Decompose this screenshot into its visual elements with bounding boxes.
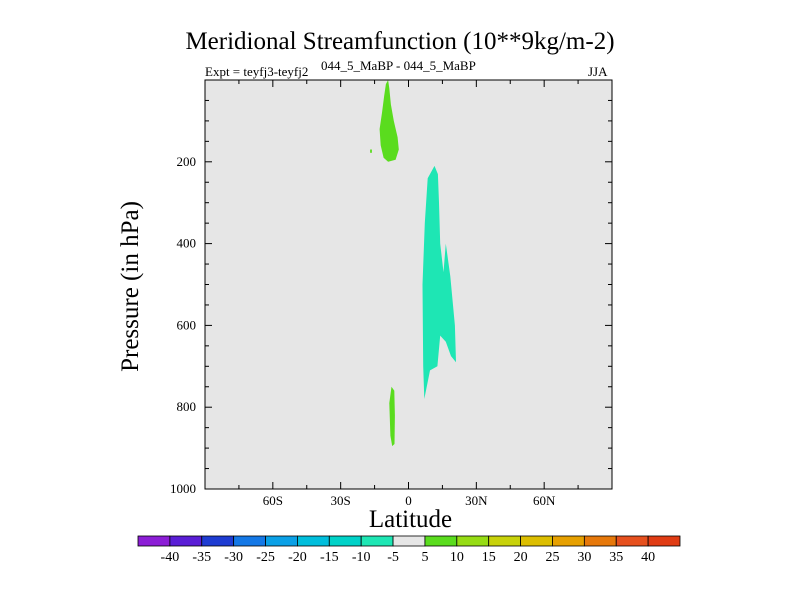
x-tick-label: 30S — [331, 493, 351, 508]
y-tick-label: 200 — [177, 154, 197, 169]
colorbar-box — [424, 535, 458, 547]
colorbar-label: -35 — [192, 550, 211, 565]
colorbar-label: 25 — [545, 550, 559, 565]
colorbar-box — [328, 535, 362, 547]
colorbar-box — [360, 535, 394, 547]
tropical-negative-cell — [422, 165, 456, 399]
upper-positive-cell — [379, 80, 399, 162]
y-tick-label: 600 — [177, 317, 197, 332]
colorbar-box — [456, 535, 490, 547]
colorbar-label: -40 — [161, 550, 180, 565]
colorbar-label: -10 — [352, 550, 371, 565]
colorbar-box — [265, 535, 298, 547]
colorbar-box — [297, 535, 330, 547]
colorbar-label: -15 — [320, 550, 339, 565]
colorbar-box — [552, 535, 585, 547]
y-axis-label: Pressure (in hPa) — [117, 201, 144, 372]
x-tick-label: 0 — [405, 493, 412, 508]
x-tick-label: 60N — [533, 493, 556, 508]
y-tick-label: 400 — [177, 236, 197, 251]
colorbar-box — [169, 535, 203, 547]
colorbar-box — [520, 535, 553, 547]
colorbar-box — [583, 535, 617, 547]
colorbar-label: 40 — [641, 550, 655, 565]
colorbar-box — [137, 535, 171, 547]
colorbar-label: 30 — [577, 550, 591, 565]
colorbar-label: -25 — [256, 550, 275, 565]
y-tick-label: 1000 — [170, 481, 196, 496]
colorbar-box — [615, 535, 649, 547]
colorbar-label: 35 — [609, 550, 623, 565]
colorbar-box — [201, 535, 235, 547]
y-tick-label: 800 — [177, 399, 197, 414]
experiment-label: Expt = teyfj3-teyfj2 — [205, 64, 309, 79]
colorbar-box — [488, 535, 521, 547]
plot-background — [205, 80, 612, 489]
colorbar-label: 15 — [482, 550, 496, 565]
colorbar-label: -30 — [224, 550, 243, 565]
x-axis-label: Latitude — [369, 506, 452, 533]
colorbar-box — [392, 535, 426, 547]
colorbar-box — [647, 535, 681, 547]
x-tick-label: 30N — [465, 493, 488, 508]
x-tick-label: 60S — [263, 493, 283, 508]
colorbar-label: 10 — [450, 550, 464, 565]
season-label: JJA — [588, 64, 608, 79]
lower-positive-cell — [389, 386, 395, 447]
colorbar-label: -5 — [387, 550, 399, 565]
colorbar-label: 5 — [421, 550, 428, 565]
colorbar-label: 20 — [514, 550, 528, 565]
chart-title: Meridional Streamfunction (10**9kg/m-2) — [185, 28, 615, 55]
colorbar-label: -20 — [288, 550, 307, 565]
run-label: 044_5_MaBP - 044_5_MaBP — [321, 58, 476, 73]
colorbar-box — [233, 535, 266, 547]
upper-positive-speck — [370, 149, 372, 153]
